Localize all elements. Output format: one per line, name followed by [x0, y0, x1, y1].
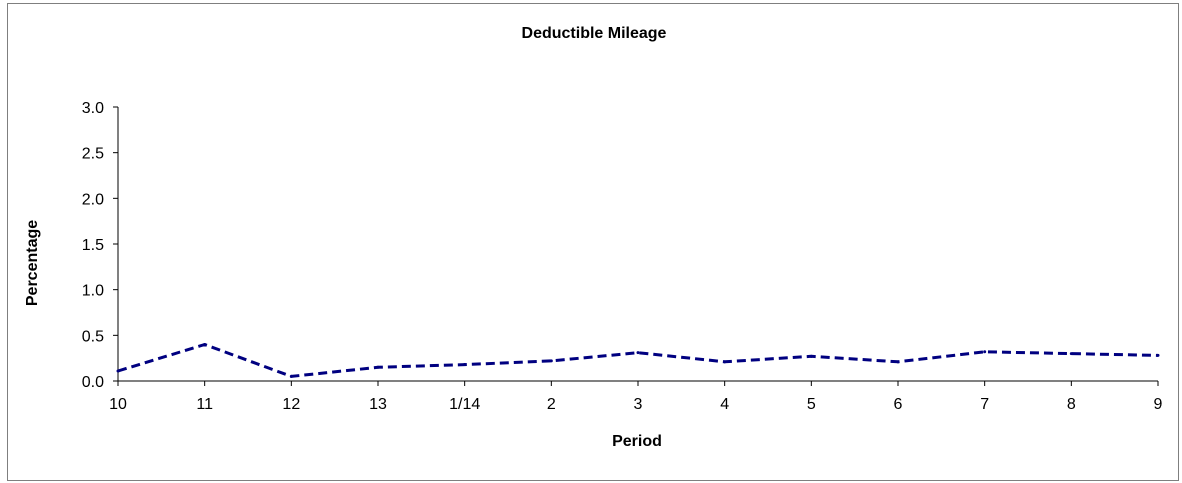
- data-point: [549, 359, 553, 363]
- plot-series: [116, 342, 1160, 378]
- y-tick-label: 0.5: [82, 328, 104, 345]
- x-tick-label: 5: [807, 396, 816, 413]
- x-axis-title: Period: [612, 433, 662, 450]
- data-point: [116, 369, 120, 373]
- axes: 0.0 0.5 1.0 1.5 2.0 2.5 3.0 10 11 12 13 1/14 2 3 4 5 6 7 8…: [82, 100, 1163, 413]
- data-point: [289, 374, 293, 378]
- x-tick-label: 7: [980, 396, 989, 413]
- data-point: [636, 351, 640, 355]
- data-point: [896, 360, 900, 364]
- x-tick-label: 2: [547, 396, 556, 413]
- x-tick-label: 12: [282, 396, 300, 413]
- x-tick-label: 6: [894, 396, 903, 413]
- chart-area: [7, 3, 1179, 481]
- y-tick-label: 0.0: [82, 374, 104, 391]
- data-point: [983, 350, 987, 354]
- x-tick-label: 10: [109, 396, 127, 413]
- x-tick-label: 3: [634, 396, 643, 413]
- x-tick-label: 9: [1154, 396, 1163, 413]
- chart-title: Deductible Mileage: [522, 25, 667, 42]
- data-point: [376, 365, 380, 369]
- x-tick-label: 13: [369, 396, 387, 413]
- data-point: [1156, 353, 1160, 357]
- data-point: [1069, 352, 1073, 356]
- y-axis-title: Percentage: [24, 220, 41, 306]
- series-line: [117, 343, 1159, 378]
- x-tick-label: 8: [1067, 396, 1076, 413]
- data-point: [463, 363, 467, 367]
- y-tick-label: 1.0: [82, 283, 104, 300]
- data-point: [203, 342, 207, 346]
- x-tick-label: 1/14: [449, 396, 480, 413]
- y-tick-label: 2.0: [82, 191, 104, 208]
- x-tick-label: 4: [720, 396, 729, 413]
- y-tick-label: 1.5: [82, 237, 104, 254]
- x-tick-label: 11: [196, 396, 213, 413]
- y-tick-label: 2.5: [82, 146, 104, 163]
- data-point: [809, 354, 813, 358]
- y-tick-label: 3.0: [82, 100, 104, 117]
- data-point: [723, 360, 727, 364]
